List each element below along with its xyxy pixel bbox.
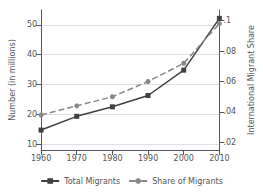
svg-text:International Migrant Share: International Migrant Share [247, 25, 256, 135]
svg-text:2000: 2000 [174, 154, 194, 163]
svg-text:Number (in millions): Number (in millions) [8, 39, 17, 121]
svg-text:Total Migrants: Total Migrants [63, 177, 120, 186]
svg-text:.1: .1 [223, 16, 231, 25]
svg-text:10: 10 [27, 140, 37, 149]
svg-text:40: 40 [27, 50, 37, 59]
svg-text:Share of Migrants: Share of Migrants [152, 177, 223, 186]
svg-text:.08: .08 [223, 47, 236, 56]
svg-text:30: 30 [27, 80, 37, 89]
svg-text:20: 20 [27, 110, 37, 119]
svg-text:.06: .06 [223, 77, 236, 86]
svg-text:1970: 1970 [67, 154, 87, 163]
svg-text:1980: 1980 [102, 154, 122, 163]
svg-text:2010: 2010 [209, 154, 229, 163]
svg-text:50: 50 [27, 20, 37, 29]
svg-text:1960: 1960 [31, 154, 51, 163]
svg-text:.04: .04 [223, 107, 236, 116]
svg-text:1990: 1990 [138, 154, 158, 163]
svg-text:.02: .02 [223, 138, 236, 147]
